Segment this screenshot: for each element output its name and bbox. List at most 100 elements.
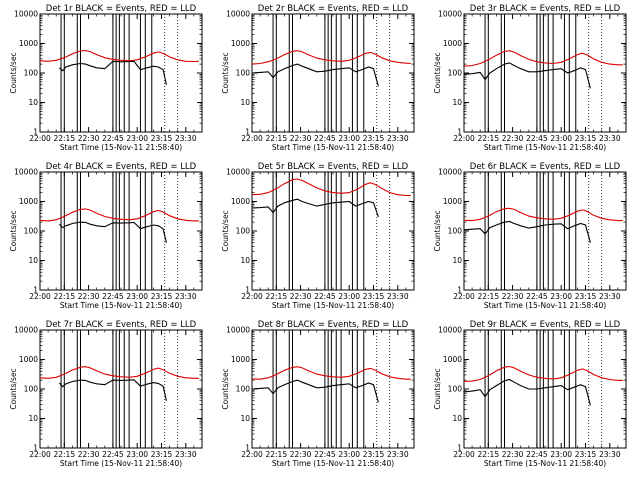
- y-tick-label: 1: [457, 128, 462, 137]
- x-tick-label: 23:30: [387, 450, 409, 459]
- x-tick-label: 23:15: [151, 292, 173, 301]
- panel-title: Det 6r BLACK = Events, RED = LLD: [470, 162, 621, 172]
- x-tick-label: 23:30: [599, 292, 621, 301]
- series-lld-line: [39, 49, 199, 63]
- x-tick-label: 23:00: [550, 134, 572, 143]
- x-tick-label: 23:00: [550, 292, 572, 301]
- y-tick-label: 10000: [14, 326, 38, 335]
- panel-det1r: Det 1r BLACK = Events, RED = LLD 1 10 100 10…: [9, 4, 203, 152]
- y-tick-label: 10: [240, 414, 250, 423]
- x-tick-label: 23:30: [175, 292, 197, 301]
- x-axis-label: Start Time (15-Nov-11 21:58:40): [272, 143, 394, 152]
- x-tick-label: 23:15: [151, 134, 173, 143]
- y-tick-label: 10000: [226, 168, 250, 177]
- x-axis-label: Start Time (15-Nov-11 21:58:40): [272, 301, 394, 310]
- series-events-line: [59, 221, 167, 243]
- series-lld-line: [251, 178, 411, 197]
- panel-det9r: Det 9r BLACK = Events, RED = LLD 1 10 100 10…: [433, 320, 627, 468]
- x-axis-label: Start Time (15-Nov-11 21:58:40): [60, 301, 182, 310]
- series-events-line: [251, 379, 379, 403]
- panel-title: Det 7r BLACK = Events, RED = LLD: [46, 320, 197, 330]
- x-tick-label: 22:15: [265, 292, 287, 301]
- y-tick-label: 10: [452, 98, 462, 107]
- series-events-line: [463, 378, 591, 406]
- panel-det4r: Det 4r BLACK = Events, RED = LLD 1 10 100 10…: [9, 162, 203, 310]
- y-tick-label: 1000: [231, 39, 250, 48]
- x-tick-label: 23:15: [363, 292, 385, 301]
- y-tick-label: 1: [245, 286, 250, 295]
- series-events-line: [251, 63, 379, 87]
- x-tick-label: 22:00: [241, 292, 263, 301]
- x-tick-label: 22:30: [78, 450, 100, 459]
- y-tick-label: 1: [33, 444, 38, 453]
- x-tick-label: 22:45: [102, 292, 124, 301]
- series-events-line: [58, 379, 167, 401]
- series-events-line: [59, 60, 167, 85]
- x-tick-label: 22:00: [453, 134, 475, 143]
- x-tick-label: 23:00: [126, 450, 148, 459]
- x-tick-label: 22:15: [477, 292, 499, 301]
- y-tick-label: 1: [457, 286, 462, 295]
- y-tick-label: 10000: [14, 10, 38, 19]
- x-tick-label: 23:30: [599, 450, 621, 459]
- y-axis-label: Counts/sec: [9, 52, 18, 93]
- series-lld-line: [39, 366, 199, 379]
- y-tick-label: 10000: [438, 168, 462, 177]
- x-tick-label: 23:30: [175, 450, 197, 459]
- y-tick-label: 10000: [14, 168, 38, 177]
- panel-title: Det 9r BLACK = Events, RED = LLD: [470, 320, 621, 330]
- x-tick-label: 22:00: [453, 450, 475, 459]
- x-tick-label: 22:00: [241, 450, 263, 459]
- x-tick-label: 22:30: [502, 134, 524, 143]
- y-tick-label: 100: [24, 69, 39, 78]
- y-tick-label: 1000: [231, 355, 250, 364]
- y-tick-label: 10: [240, 256, 250, 265]
- x-tick-label: 22:15: [265, 134, 287, 143]
- x-tick-label: 22:30: [78, 292, 100, 301]
- y-axis-label: Counts/sec: [221, 368, 230, 409]
- x-tick-label: 23:30: [387, 134, 409, 143]
- y-axis-label: Counts/sec: [433, 210, 442, 251]
- x-tick-label: 23:00: [338, 134, 360, 143]
- series-lld-line: [251, 366, 411, 380]
- y-tick-label: 100: [448, 69, 463, 78]
- x-tick-label: 23:15: [575, 450, 597, 459]
- panel-det3r: Det 3r BLACK = Events, RED = LLD 1 10 100 10…: [433, 4, 627, 152]
- x-tick-label: 23:30: [387, 292, 409, 301]
- series-lld-line: [463, 207, 623, 222]
- y-tick-label: 100: [236, 385, 251, 394]
- x-tick-label: 22:30: [290, 134, 312, 143]
- panel-title: Det 4r BLACK = Events, RED = LLD: [46, 162, 197, 172]
- y-axis-label: Counts/sec: [9, 210, 18, 251]
- y-tick-label: 10: [28, 414, 38, 423]
- x-tick-label: 23:00: [338, 292, 360, 301]
- x-tick-label: 23:00: [550, 450, 572, 459]
- panel-det8r: Det 8r BLACK = Events, RED = LLD 1 10 100 10…: [221, 320, 415, 468]
- x-tick-label: 22:45: [526, 292, 548, 301]
- x-tick-label: 22:15: [53, 450, 75, 459]
- y-axis-label: Counts/sec: [433, 52, 442, 93]
- x-tick-label: 22:45: [526, 450, 548, 459]
- y-tick-label: 10: [240, 98, 250, 107]
- y-tick-label: 1000: [443, 355, 462, 364]
- y-tick-label: 1000: [19, 39, 38, 48]
- panel-det7r: Det 7r BLACK = Events, RED = LLD 1 10 100 10…: [9, 320, 203, 468]
- series-lld-line: [39, 208, 199, 222]
- y-tick-label: 100: [236, 69, 251, 78]
- x-tick-label: 22:30: [78, 134, 100, 143]
- x-tick-label: 22:30: [290, 292, 312, 301]
- y-axis-label: Counts/sec: [9, 368, 18, 409]
- x-tick-label: 22:45: [102, 450, 124, 459]
- y-tick-label: 1: [245, 444, 250, 453]
- x-tick-label: 22:15: [477, 450, 499, 459]
- x-tick-label: 22:00: [29, 292, 51, 301]
- x-tick-label: 22:00: [29, 134, 51, 143]
- y-tick-label: 1: [245, 128, 250, 137]
- x-tick-label: 22:15: [477, 134, 499, 143]
- x-axis-label: Start Time (15-Nov-11 21:58:40): [272, 459, 394, 468]
- y-tick-label: 10000: [438, 10, 462, 19]
- y-tick-label: 10000: [226, 10, 250, 19]
- panel-title: Det 1r BLACK = Events, RED = LLD: [46, 4, 197, 14]
- x-tick-label: 23:30: [175, 134, 197, 143]
- panel-det5r: Det 5r BLACK = Events, RED = LLD 1 10 100 10…: [221, 162, 415, 310]
